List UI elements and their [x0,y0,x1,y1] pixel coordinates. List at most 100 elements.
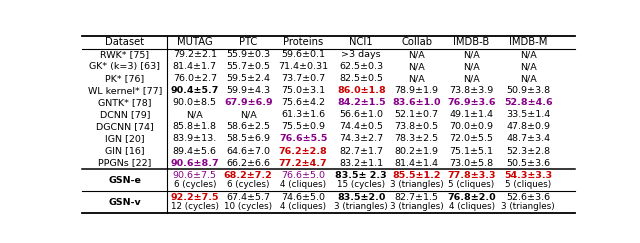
Text: PPGNs [22]: PPGNs [22] [98,158,152,167]
Text: 4 (cliques): 4 (cliques) [280,180,326,189]
Text: 89.4±5.6: 89.4±5.6 [173,147,217,156]
Text: N/A: N/A [408,51,425,60]
Text: 76.9±3.6: 76.9±3.6 [447,98,496,107]
Text: N/A: N/A [408,74,425,83]
Text: 76.6±5.0: 76.6±5.0 [281,171,325,180]
Text: 47.8±0.9: 47.8±0.9 [506,122,550,131]
Text: 58.6±2.5: 58.6±2.5 [226,122,270,131]
Text: GSN-e: GSN-e [108,176,141,185]
Text: 73.8±0.5: 73.8±0.5 [395,122,439,131]
Text: 82.5±0.5: 82.5±0.5 [339,74,383,83]
Text: 75.5±0.9: 75.5±0.9 [281,122,325,131]
Text: 68.2±7.2: 68.2±7.2 [224,171,273,180]
Text: 80.2±1.9: 80.2±1.9 [395,147,438,156]
Text: 3 (triangles): 3 (triangles) [390,202,444,211]
Text: 54.3±3.3: 54.3±3.3 [504,171,552,180]
Text: 55.9±0.3: 55.9±0.3 [226,51,270,60]
Text: 76.0±2.7: 76.0±2.7 [173,74,217,83]
Text: 79.2±2.1: 79.2±2.1 [173,51,217,60]
Text: 73.8±3.9: 73.8±3.9 [449,87,493,95]
Text: 59.9±4.3: 59.9±4.3 [226,87,270,95]
Text: 55.7±0.5: 55.7±0.5 [226,62,270,71]
Text: Proteins: Proteins [283,37,323,47]
Text: 4 (cliques): 4 (cliques) [449,202,495,211]
Text: 81.4±1.7: 81.4±1.7 [173,62,217,71]
Text: 61.3±1.6: 61.3±1.6 [281,111,325,120]
Text: 50.9±3.8: 50.9±3.8 [506,87,550,95]
Text: 90.4±5.7: 90.4±5.7 [171,87,219,95]
Text: 76.8±2.0: 76.8±2.0 [447,193,496,202]
Text: 75.0±3.1: 75.0±3.1 [281,87,325,95]
Text: 85.8±1.8: 85.8±1.8 [173,122,217,131]
Text: Collab: Collab [401,37,432,47]
Text: 58.5±6.9: 58.5±6.9 [226,134,270,144]
Text: 82.7±1.5: 82.7±1.5 [395,193,438,202]
Text: N/A: N/A [240,111,257,120]
Text: N/A: N/A [520,62,536,71]
Text: 3 (triangles): 3 (triangles) [501,202,555,211]
Text: WL kernel* [77]: WL kernel* [77] [88,87,162,95]
Text: 76.6±5.5: 76.6±5.5 [279,134,327,144]
Text: 83.6±1.0: 83.6±1.0 [392,98,441,107]
Text: N/A: N/A [463,74,480,83]
Text: PK* [76]: PK* [76] [105,74,145,83]
Text: DGCNN [74]: DGCNN [74] [96,122,154,131]
Text: 5 (cliques): 5 (cliques) [449,180,495,189]
Text: 74.4±0.5: 74.4±0.5 [339,122,383,131]
Text: RWK* [75]: RWK* [75] [100,51,149,60]
Text: 75.6±4.2: 75.6±4.2 [281,98,325,107]
Text: 3 (triangles): 3 (triangles) [390,180,444,189]
Text: N/A: N/A [520,51,536,60]
Text: GSN-v: GSN-v [108,198,141,207]
Text: DCNN [79]: DCNN [79] [100,111,150,120]
Text: GNTK* [78]: GNTK* [78] [98,98,152,107]
Text: 4 (cliques): 4 (cliques) [280,202,326,211]
Text: 52.1±0.7: 52.1±0.7 [395,111,438,120]
Text: 67.9±6.9: 67.9±6.9 [224,98,273,107]
Text: 76.2±2.8: 76.2±2.8 [279,147,328,156]
Text: IMDB-M: IMDB-M [509,37,547,47]
Text: 6 (cycles): 6 (cycles) [227,180,269,189]
Text: N/A: N/A [186,111,203,120]
Text: 12 (cycles): 12 (cycles) [171,202,219,211]
Text: 56.6±1.0: 56.6±1.0 [339,111,383,120]
Text: 66.2±6.6: 66.2±6.6 [226,158,270,167]
Text: IMDB-B: IMDB-B [454,37,490,47]
Text: N/A: N/A [520,74,536,83]
Text: 10 (cycles): 10 (cycles) [224,202,272,211]
Text: N/A: N/A [463,62,480,71]
Text: IGN [20]: IGN [20] [105,134,145,144]
Text: 33.5±1.4: 33.5±1.4 [506,111,550,120]
Text: 71.4±0.31: 71.4±0.31 [278,62,328,71]
Text: 77.2±4.7: 77.2±4.7 [279,158,328,167]
Text: 81.4±1.4: 81.4±1.4 [395,158,438,167]
Text: 90.0±8.5: 90.0±8.5 [173,98,217,107]
Text: 6 (cycles): 6 (cycles) [173,180,216,189]
Text: MUTAG: MUTAG [177,37,212,47]
Text: 73.7±0.7: 73.7±0.7 [281,74,325,83]
Text: 85.5±1.2: 85.5±1.2 [392,171,441,180]
Text: 84.2±1.5: 84.2±1.5 [337,98,385,107]
Text: 72.0±5.5: 72.0±5.5 [449,134,493,144]
Text: NCI1: NCI1 [349,37,373,47]
Text: 59.5±2.4: 59.5±2.4 [226,74,270,83]
Text: 48.7±3.4: 48.7±3.4 [506,134,550,144]
Text: 75.1±5.1: 75.1±5.1 [449,147,493,156]
Text: 52.3±2.8: 52.3±2.8 [506,147,550,156]
Text: 62.5±0.3: 62.5±0.3 [339,62,383,71]
Text: 74.6±5.0: 74.6±5.0 [281,193,325,202]
Text: 50.5±3.6: 50.5±3.6 [506,158,550,167]
Text: PTC: PTC [239,37,257,47]
Text: 83.2±1.1: 83.2±1.1 [339,158,383,167]
Text: >3 days: >3 days [341,51,381,60]
Text: Dataset: Dataset [105,37,145,47]
Text: 52.8±4.6: 52.8±4.6 [504,98,552,107]
Text: N/A: N/A [463,51,480,60]
Text: 77.8±3.3: 77.8±3.3 [447,171,496,180]
Text: 64.6±7.0: 64.6±7.0 [226,147,270,156]
Text: 49.1±1.4: 49.1±1.4 [449,111,493,120]
Text: 86.0±1.8: 86.0±1.8 [337,87,386,95]
Text: 82.7±1.7: 82.7±1.7 [339,147,383,156]
Text: GIN [16]: GIN [16] [105,147,145,156]
Text: 67.4±5.7: 67.4±5.7 [226,193,270,202]
